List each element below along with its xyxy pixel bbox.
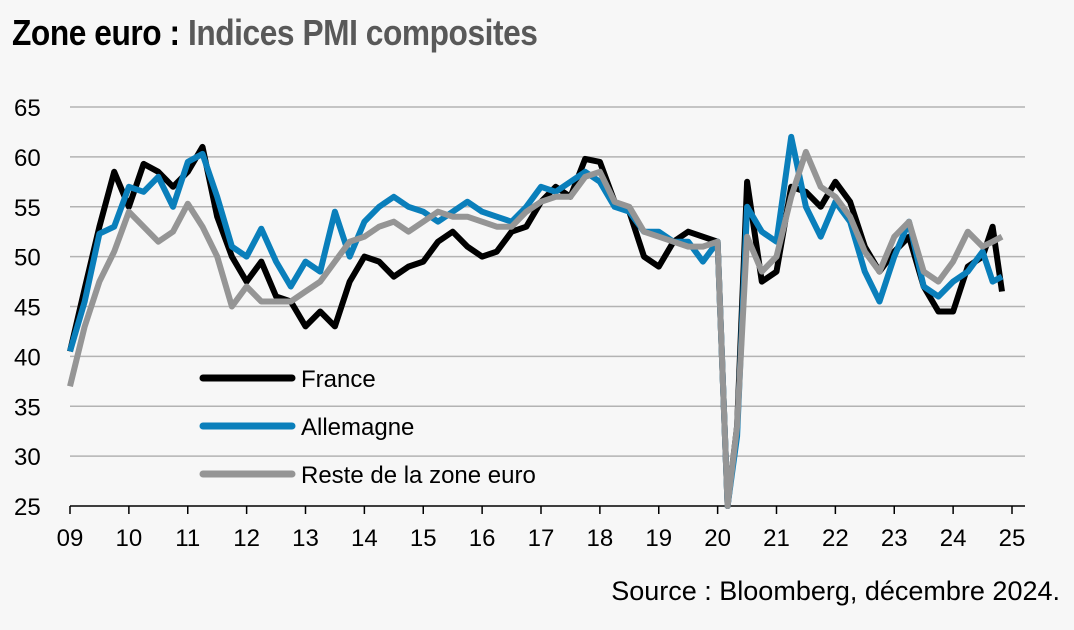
x-tick-label: 09 — [57, 525, 84, 552]
x-tick-label: 17 — [528, 525, 555, 552]
x-tick-label: 10 — [116, 525, 143, 552]
x-axis: 09 10 11 12 13 14 15 16 17 18 19 20 21 22 23 24 25 — [57, 505, 1026, 552]
x-tick-label: 22 — [822, 525, 849, 552]
legend: France Allemagne Reste de la zone euro — [199, 366, 536, 489]
x-tick-label: 11 — [175, 525, 200, 552]
y-tick-label: 35 — [14, 394, 41, 421]
x-tick-label: 18 — [587, 525, 614, 552]
series-line-reste — [67, 148, 1004, 509]
legend-label-reste: Reste de la zone euro — [301, 462, 536, 489]
x-tick-label: 23 — [881, 525, 908, 552]
y-tick-label: 50 — [14, 245, 41, 272]
x-tick-label: 21 — [763, 525, 790, 552]
y-tick-label: 25 — [14, 494, 41, 521]
y-tick-label: 60 — [14, 145, 41, 172]
legend-label-france: France — [301, 366, 376, 393]
series-lines — [67, 133, 1005, 509]
grid-lines — [70, 106, 1025, 457]
source-note: Source : Bloomberg, décembre 2024. — [611, 576, 1060, 606]
y-tick-label: 40 — [14, 344, 41, 371]
series-line-france — [67, 143, 1005, 509]
x-tick-label: 20 — [704, 525, 731, 552]
x-tick-label: 25 — [999, 525, 1026, 552]
x-tick-label: 12 — [233, 525, 260, 552]
x-tick-label: 13 — [292, 525, 319, 552]
y-tick-label: 65 — [14, 95, 41, 122]
chart-title-subject: Indices PMI composites — [188, 12, 538, 53]
y-tick-label: 45 — [14, 295, 41, 322]
y-axis-ticks: 25 30 35 40 45 50 55 60 65 — [14, 95, 41, 521]
chart-title: Zone euro : Indices PMI composites — [12, 12, 538, 54]
x-tick-label: 24 — [940, 525, 967, 552]
legend-label-allemagne: Allemagne — [301, 414, 414, 441]
x-tick-label: 16 — [469, 525, 496, 552]
y-tick-label: 55 — [14, 195, 41, 222]
x-tick-label: 14 — [351, 525, 378, 552]
y-tick-label: 30 — [14, 444, 41, 471]
x-tick-label: 15 — [410, 525, 437, 552]
chart-title-region: Zone euro : — [12, 12, 188, 53]
x-tick-label: 19 — [645, 525, 672, 552]
